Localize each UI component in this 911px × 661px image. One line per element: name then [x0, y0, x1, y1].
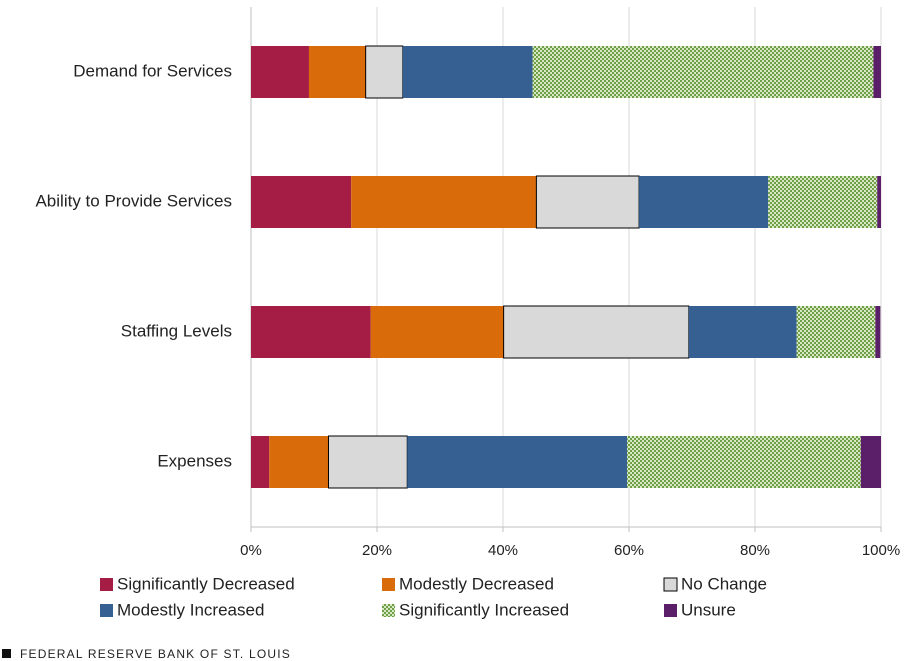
legend-swatch	[100, 604, 113, 617]
x-tick-label: 100%	[862, 542, 900, 559]
bar-segment	[251, 46, 309, 98]
bar-segment	[639, 176, 769, 228]
source: FEDERAL RESERVE BANK OF ST. LOUIS	[20, 647, 291, 661]
bar-segment	[873, 46, 881, 98]
bar-segment	[251, 306, 371, 358]
bar-segment	[269, 436, 329, 488]
bar-segment	[251, 436, 270, 488]
bar-segment	[875, 306, 881, 358]
bar-segment	[251, 176, 352, 228]
bar-segment	[365, 45, 404, 99]
bar-segment	[688, 306, 797, 358]
bar-segment	[860, 436, 881, 488]
bar-segment	[535, 175, 640, 229]
x-tick-label: 20%	[362, 542, 392, 559]
source-icon	[2, 649, 11, 658]
legend-label: Unsure	[681, 600, 736, 619]
bar-segment	[532, 46, 874, 98]
bar-segment	[627, 436, 861, 488]
legend-swatch	[663, 577, 678, 592]
bar-segment	[877, 176, 881, 228]
bar-segment	[503, 305, 690, 359]
legend-label: Modestly Decreased	[399, 574, 554, 593]
bar-segment	[402, 46, 533, 98]
bar-segment	[308, 46, 366, 98]
legend-label: No Change	[681, 574, 767, 593]
legend-swatch	[382, 578, 395, 591]
x-tick-label: 0%	[240, 542, 262, 559]
y-tick-label: Demand for Services	[73, 61, 232, 80]
bar-segment	[768, 176, 878, 228]
legend-swatch	[382, 604, 395, 617]
bar-segment	[370, 306, 504, 358]
x-tick-label: 80%	[740, 542, 770, 559]
y-tick-label: Expenses	[157, 451, 232, 470]
bar-segment	[796, 306, 876, 358]
y-tick-label: Ability to Provide Services	[35, 191, 232, 210]
x-tick-label: 60%	[614, 542, 644, 559]
bar-segment	[327, 435, 408, 489]
bar-segment	[407, 436, 628, 488]
legend-swatch	[664, 604, 677, 617]
x-tick-label: 40%	[488, 542, 518, 559]
legend-swatch	[100, 578, 113, 591]
legend-label: Significantly Increased	[399, 600, 569, 619]
bar-segment	[351, 176, 537, 228]
y-tick-label: Staffing Levels	[121, 321, 232, 340]
legend-label: Significantly Decreased	[117, 574, 295, 593]
legend-label: Modestly Increased	[117, 600, 264, 619]
